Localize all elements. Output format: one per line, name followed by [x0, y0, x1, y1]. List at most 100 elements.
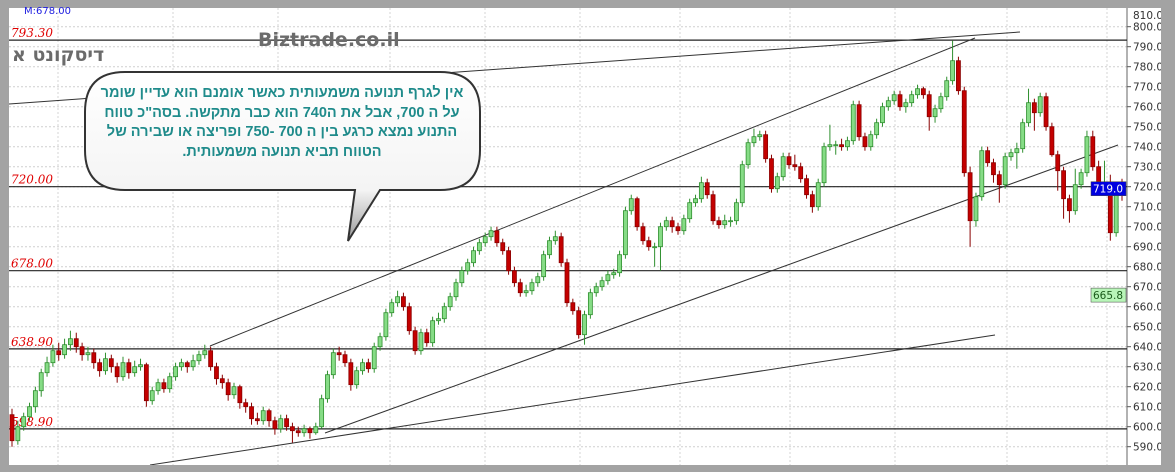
candle [1113, 190, 1119, 237]
candle [961, 86, 967, 177]
candle [693, 194, 698, 207]
candle-body [547, 240, 552, 256]
candle [1026, 88, 1031, 127]
candle-body [85, 352, 91, 356]
candle [599, 276, 605, 291]
candle [395, 290, 400, 307]
candle-body [804, 178, 809, 196]
candle-body [202, 350, 208, 356]
candle [833, 140, 839, 155]
candle [254, 412, 260, 425]
trend-line [324, 144, 1119, 434]
candle-body [447, 296, 453, 308]
candle [973, 192, 979, 227]
candle [336, 346, 342, 361]
candle-body [915, 88, 920, 96]
candle-body [722, 220, 728, 226]
marker-label: M:678.00 [24, 6, 71, 17]
candle [798, 162, 804, 183]
candle [763, 130, 769, 163]
candle [190, 354, 196, 371]
candle-body [260, 410, 266, 422]
candle-body [401, 296, 406, 308]
candle-body [1061, 170, 1066, 200]
candle [950, 40, 955, 85]
candle [1020, 118, 1026, 153]
candle-body [535, 276, 541, 284]
candle-body [301, 428, 307, 434]
candle-body [21, 416, 27, 428]
candle-body [459, 270, 465, 284]
candle-body [44, 362, 50, 374]
candle [792, 154, 798, 171]
candle [9, 408, 15, 447]
candle [739, 160, 745, 207]
candle-body [850, 104, 856, 142]
candle [1090, 130, 1096, 171]
candle-body [307, 428, 313, 434]
y-tick-label: 810.0 [1133, 10, 1161, 22]
candle [342, 350, 348, 367]
candle-body [295, 430, 301, 434]
candle-body [1043, 96, 1049, 128]
candle [301, 424, 307, 437]
candle-body [237, 386, 243, 404]
candle-body [32, 390, 38, 408]
y-tick-label: 790.0 [1133, 42, 1161, 54]
candle [319, 394, 325, 429]
candle-body [325, 374, 330, 400]
candle-body [219, 378, 225, 384]
candle-body [120, 362, 126, 378]
candle-body [313, 426, 319, 434]
candle-body [617, 254, 622, 274]
candle [196, 350, 202, 365]
y-tick-label: 610.0 [1133, 402, 1161, 414]
y-tick-label: 710.0 [1133, 202, 1161, 214]
candle [611, 268, 617, 279]
candle-body [126, 362, 132, 374]
candle [202, 344, 208, 359]
candle [50, 344, 56, 367]
candle-body [693, 198, 698, 204]
candle [441, 302, 447, 323]
candle [167, 372, 173, 393]
candle-body [114, 366, 120, 378]
candle-body [833, 144, 839, 147]
candle-body [214, 366, 219, 380]
candle [1049, 122, 1055, 157]
candle [143, 362, 149, 407]
candle [809, 190, 815, 213]
y-tick-label: 690.0 [1133, 242, 1161, 254]
candle [967, 166, 973, 247]
candle-body [570, 302, 576, 312]
candle [1078, 168, 1084, 189]
candle [769, 154, 774, 193]
candle-body [996, 174, 1002, 186]
candle [640, 222, 646, 245]
candle-body [97, 362, 103, 372]
candle-body [950, 60, 955, 82]
candle [377, 332, 383, 351]
candle-body [646, 240, 652, 248]
candle [214, 362, 219, 385]
candle-body [155, 382, 161, 392]
y-tick-label: 700.0 [1133, 222, 1161, 234]
candle [284, 414, 289, 431]
candle [237, 384, 243, 409]
candle-body [926, 94, 932, 118]
candle [272, 416, 278, 435]
candle-body [354, 370, 360, 386]
candle [845, 136, 850, 151]
candle-body [1014, 148, 1020, 154]
candle-body [488, 230, 494, 238]
candle-body [734, 202, 739, 222]
candle [1043, 92, 1049, 131]
candle [804, 174, 809, 199]
candle-body [985, 150, 991, 164]
candle-body [780, 156, 786, 178]
candle [266, 408, 272, 427]
candle-body [184, 362, 190, 368]
candle-body [517, 282, 523, 294]
trend-line [209, 37, 976, 347]
candle-body [1031, 102, 1037, 114]
